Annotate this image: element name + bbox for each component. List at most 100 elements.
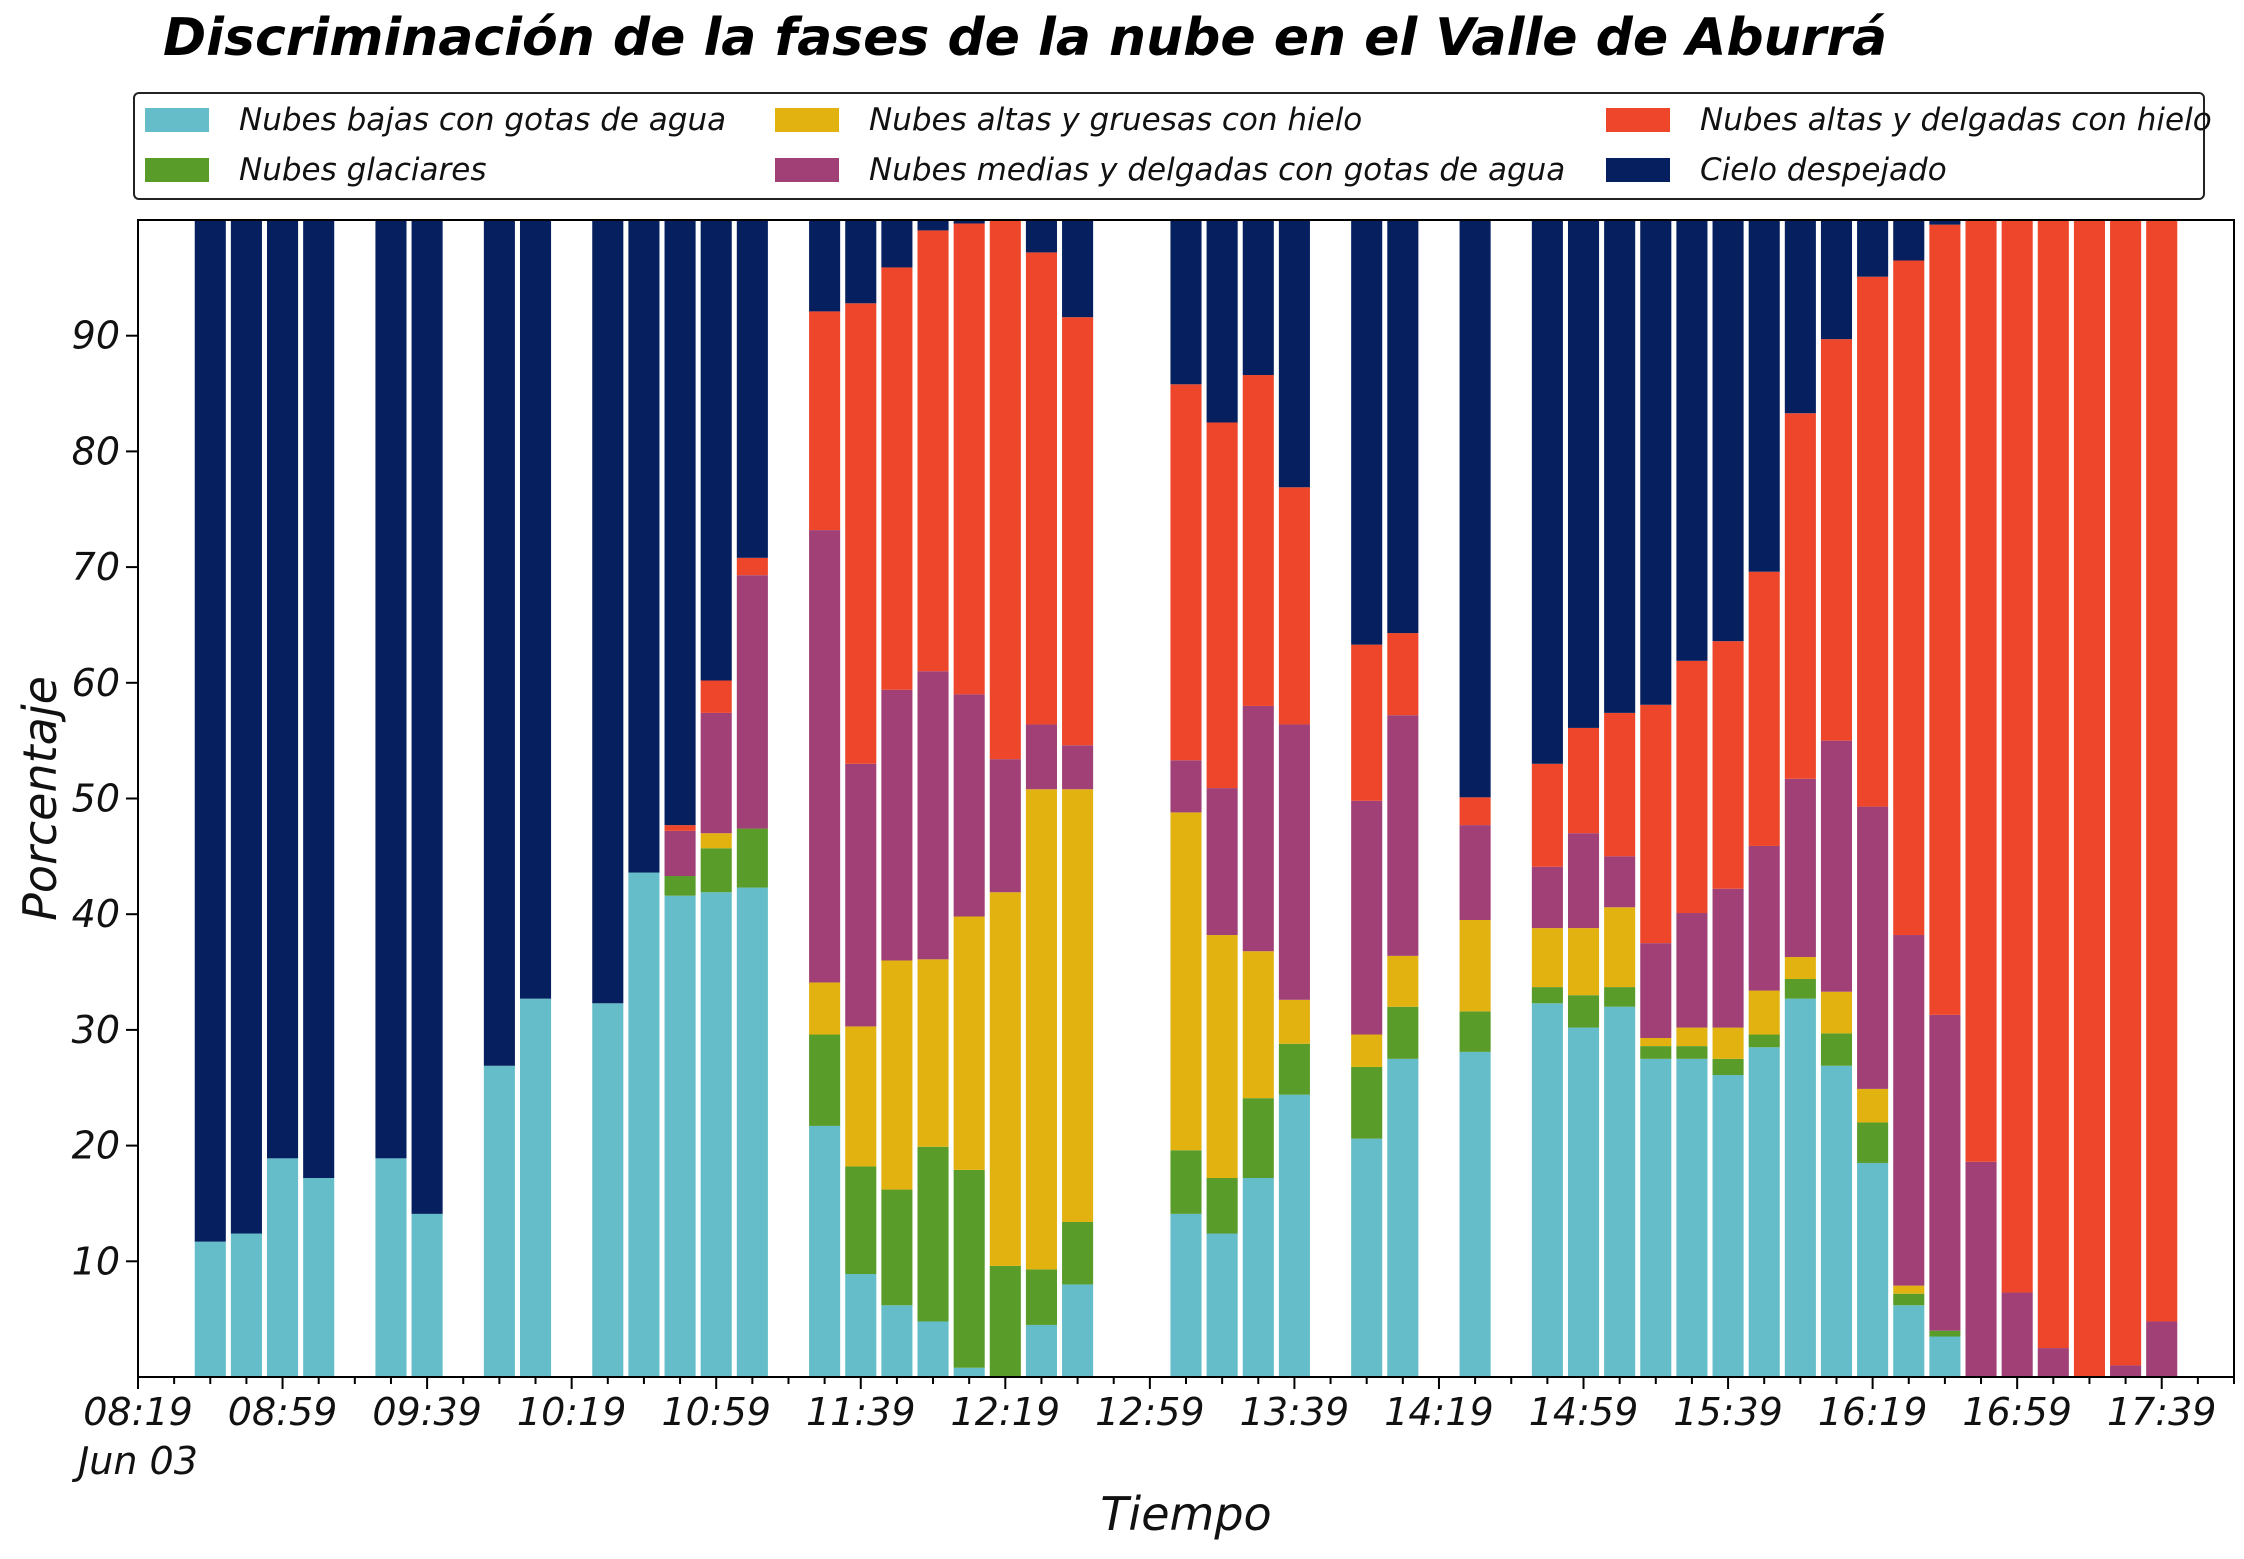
bar-1059-series-3 xyxy=(700,833,732,849)
bar-1529-series-6 xyxy=(1676,220,1708,661)
bar-1529-series-1 xyxy=(1676,1058,1708,1377)
bar-1649-series-4 xyxy=(1965,1161,1997,1377)
bar-1239-series-6 xyxy=(1062,220,1094,318)
bar-1059-series-6 xyxy=(700,220,732,681)
bar-1139-series-1 xyxy=(845,1274,877,1377)
bar-1609-series-4 xyxy=(1820,740,1853,992)
bar-0929-series-1 xyxy=(375,1158,407,1377)
bar-1339-series-5 xyxy=(1278,487,1310,725)
bar-1139-series-6 xyxy=(845,220,877,304)
bar-1709-series-4 xyxy=(2037,1348,2069,1377)
x-tick-label: 12:59 xyxy=(1095,1390,1205,1434)
bar-1309-series-4 xyxy=(1170,760,1202,813)
bar-1519-series-6 xyxy=(1640,220,1672,705)
bar-1309-series-1 xyxy=(1170,1213,1202,1377)
bar-1159-series-4 xyxy=(917,671,949,960)
bar-1029-series-1 xyxy=(592,1003,624,1377)
bar-1329-series-1 xyxy=(1242,1178,1274,1377)
legend-item-1: Nubes bajas con gotas de agua xyxy=(145,98,726,142)
bar-1559-series-6 xyxy=(1784,220,1816,414)
bar-1359-series-6 xyxy=(1351,220,1383,645)
bar-1109-series-1 xyxy=(736,887,768,1377)
bar-1139-series-2 xyxy=(845,1166,877,1275)
x-tick-label: 08:19 xyxy=(83,1390,193,1434)
bar-1459-series-2 xyxy=(1567,995,1600,1028)
legend-label: Nubes glaciares xyxy=(239,152,487,188)
bar-1639-series-2 xyxy=(1929,1330,1961,1337)
bar-1319-series-5 xyxy=(1206,422,1238,789)
bar-1109-series-4 xyxy=(736,575,768,829)
bar-1149-series-2 xyxy=(881,1189,913,1306)
bar-1459-series-6 xyxy=(1567,220,1600,728)
bar-1049-series-6 xyxy=(664,220,696,826)
bar-1319-series-1 xyxy=(1206,1233,1238,1377)
bar-1739-series-5 xyxy=(2146,220,2178,1322)
bar-1339-series-4 xyxy=(1278,724,1310,1000)
bar-1209-series-4 xyxy=(953,694,985,917)
bar-1559-series-1 xyxy=(1784,998,1816,1377)
bar-1449-series-1 xyxy=(1531,1003,1563,1377)
bar-1049-series-1 xyxy=(664,895,696,1377)
bar-1459-series-1 xyxy=(1567,1027,1600,1377)
y-tick-label: 70 xyxy=(72,545,120,589)
bar-0929-series-6 xyxy=(375,220,407,1159)
bar-1519-series-1 xyxy=(1640,1058,1672,1377)
bar-1639-series-6 xyxy=(1929,220,1961,225)
bar-1129-series-5 xyxy=(809,311,841,531)
x-tick-label: 08:59 xyxy=(228,1390,338,1434)
bar-1129-series-6 xyxy=(809,220,841,312)
bar-1109-series-2 xyxy=(736,828,768,888)
bar-1309-series-3 xyxy=(1170,812,1202,1151)
bar-1549-series-5 xyxy=(1748,571,1780,846)
bar-1409-series-1 xyxy=(1387,1058,1419,1377)
bar-1509-series-4 xyxy=(1604,856,1636,908)
bar-1029-series-6 xyxy=(592,220,624,1004)
bar-1219-series-3 xyxy=(989,892,1021,1266)
bar-1609-series-3 xyxy=(1820,991,1853,1034)
x-tick-sublabel: Jun 03 xyxy=(71,1439,198,1483)
legend-swatch xyxy=(145,158,209,182)
bar-1729-series-4 xyxy=(2110,1365,2142,1377)
bar-1039-series-1 xyxy=(628,872,660,1377)
bar-1609-series-1 xyxy=(1820,1065,1853,1377)
bar-0939-series-1 xyxy=(411,1213,443,1377)
bar-1159-series-2 xyxy=(917,1146,949,1322)
bar-1229-series-2 xyxy=(1025,1269,1057,1325)
x-tick-label: 14:19 xyxy=(1384,1390,1494,1434)
bar-1609-series-2 xyxy=(1820,1033,1853,1066)
bar-0959-series-6 xyxy=(483,220,515,1066)
bar-1219-series-2 xyxy=(989,1265,1021,1377)
bar-1449-series-6 xyxy=(1531,220,1563,764)
bar-1639-series-4 xyxy=(1929,1014,1961,1331)
bar-1309-series-6 xyxy=(1170,220,1202,385)
bar-1139-series-3 xyxy=(845,1026,877,1167)
legend: Nubes bajas con gotas de agua Nubes glaci… xyxy=(133,92,2212,200)
bar-1539-series-2 xyxy=(1712,1058,1744,1076)
bar-1139-series-5 xyxy=(845,303,877,764)
bar-1329-series-3 xyxy=(1242,951,1274,1099)
bar-1359-series-2 xyxy=(1351,1066,1383,1139)
y-tick-label: 90 xyxy=(72,314,120,358)
bar-1329-series-6 xyxy=(1242,220,1274,376)
bar-1619-series-4 xyxy=(1857,806,1889,1089)
bar-1639-series-5 xyxy=(1929,224,1961,1015)
x-tick-label: 13:39 xyxy=(1240,1390,1350,1434)
x-tick-label: 10:59 xyxy=(661,1390,771,1434)
bar-1639-series-1 xyxy=(1929,1336,1961,1377)
bar-1129-series-2 xyxy=(809,1034,841,1126)
bar-1559-series-5 xyxy=(1784,413,1816,779)
bar-1619-series-6 xyxy=(1857,220,1889,277)
bar-1709-series-5 xyxy=(2037,220,2069,1349)
x-tick-label: 10:19 xyxy=(517,1390,627,1434)
bar-1719-series-5 xyxy=(2073,220,2105,1377)
bar-1459-series-5 xyxy=(1567,727,1600,834)
bar-1549-series-2 xyxy=(1748,1034,1780,1048)
bar-1409-series-5 xyxy=(1387,633,1419,716)
bar-1129-series-3 xyxy=(809,982,841,1035)
bar-1139-series-4 xyxy=(845,763,877,1027)
bar-1359-series-3 xyxy=(1351,1034,1383,1067)
bar-1549-series-3 xyxy=(1748,990,1780,1035)
bar-1459-series-4 xyxy=(1567,833,1600,929)
y-tick-label: 50 xyxy=(72,777,120,821)
bar-1429-series-4 xyxy=(1459,825,1491,920)
